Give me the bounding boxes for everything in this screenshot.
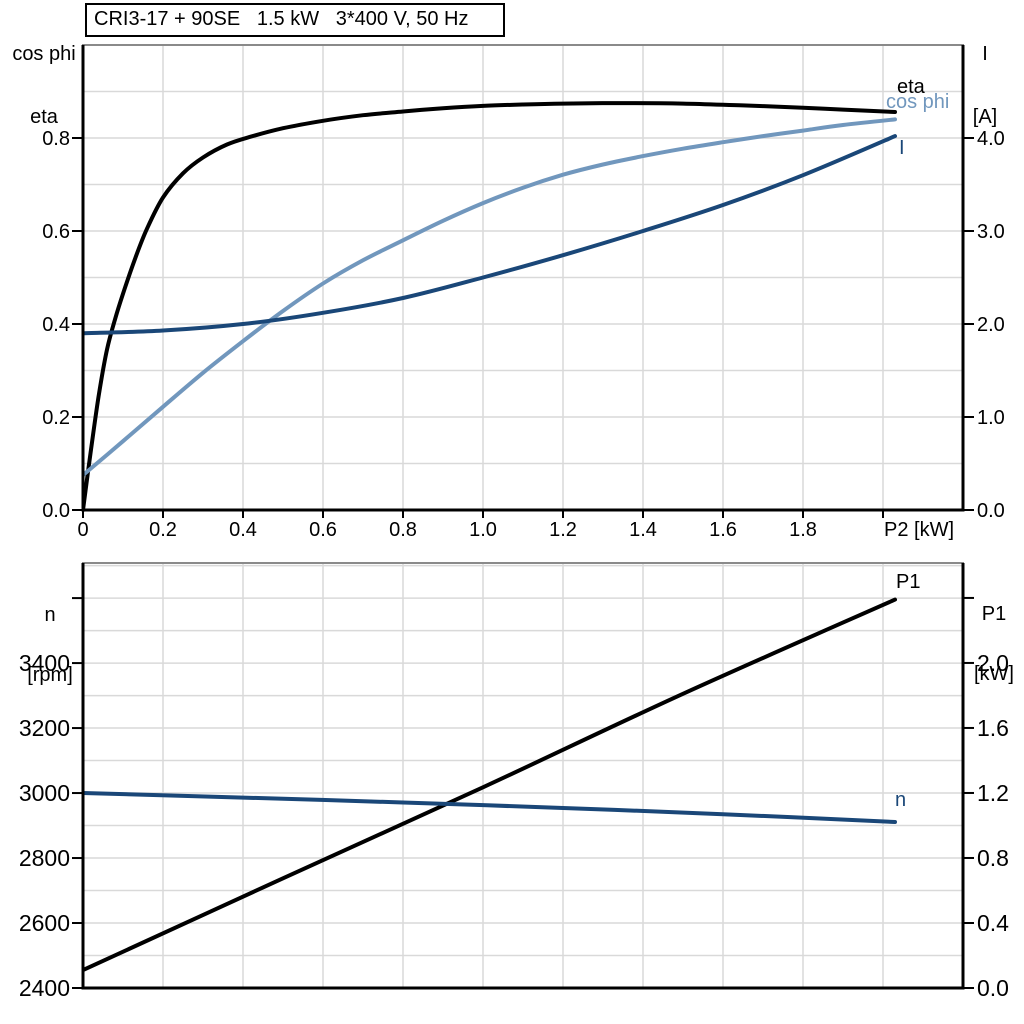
y-right-tick-label: 1.6 — [977, 715, 1009, 741]
x-axis-unit-label: P2 [kW] — [884, 519, 954, 541]
current-curve-label: I — [899, 137, 905, 159]
x-tick-label: 1.0 — [469, 519, 497, 541]
y-left-tick-label: 3400 — [19, 650, 70, 676]
electrical-characteristics-chart: 0.0 0.2 0.4 0.6 0.8 0.0 1.0 2.0 3.0 4.0 0 0.2 0.4 0.6… — [42, 44, 1005, 541]
bottom-chart-left-axis-title: n [rpm] — [6, 565, 94, 725]
y-right-tick-label: 2.0 — [977, 650, 1009, 676]
y-left-tick-label: 3200 — [19, 715, 70, 741]
n-curve-label: n — [895, 789, 907, 811]
y-left-tick-label: 0.2 — [42, 407, 70, 429]
y-left-tick-label: 3000 — [19, 780, 70, 806]
y-right-tick-label: 4.0 — [977, 128, 1005, 150]
x-tick-label: 1.2 — [549, 519, 577, 541]
cos-phi-curve-label: cos phi — [886, 91, 950, 113]
y-left-tick-label: 0.4 — [42, 314, 70, 336]
electrical-characteristics-frame — [81, 44, 965, 512]
y-left-tick-label: 0.8 — [42, 128, 70, 150]
electrical-characteristics-tick-labels: 0.0 0.2 0.4 0.6 0.8 0.0 1.0 2.0 3.0 4.0 0 0.2 0.4 0.6… — [42, 128, 1005, 541]
axis-title-line: [A] — [972, 106, 998, 128]
y-right-tick-label: 1.2 — [977, 780, 1009, 806]
y-left-tick-label: 0.6 — [42, 221, 70, 243]
top-chart-left-axis-title: cos phi eta — [0, 2, 88, 170]
y-right-tick-label: 3.0 — [977, 221, 1005, 243]
y-right-tick-label: 1.0 — [977, 407, 1005, 429]
axis-title-line: eta — [30, 106, 58, 128]
eta-curve — [83, 101, 897, 512]
y-right-tick-label: 0.0 — [977, 975, 1009, 1001]
x-tick-label: 0.4 — [229, 519, 257, 541]
axis-title-line: I — [982, 43, 988, 65]
speed-and-input-power-chart: 2400 2600 2800 3000 3200 3400 0.0 0.4 0.8 1.2 1.6 2… — [19, 562, 1009, 1001]
axis-title-line: [rpm] — [27, 664, 73, 686]
chart-title-box: CRI3-17 + 90SE 1.5 kW 3*400 V, 50 Hz — [85, 3, 505, 37]
eta-curve-label: eta — [897, 76, 925, 98]
x-tick-label: 0 — [77, 519, 88, 541]
y-right-tick-label: 2.0 — [977, 314, 1005, 336]
x-tick-label: 1.6 — [709, 519, 737, 541]
x-tick-label: 1.8 — [789, 519, 817, 541]
p1-curve — [83, 597, 897, 973]
speed-and-input-power-gridlines — [83, 563, 963, 988]
top-chart-right-axis-title: I [A] — [950, 2, 1020, 170]
axis-title-line: P1 — [981, 603, 1007, 625]
axis-title-line: cos phi — [12, 43, 76, 65]
speed-and-input-power-ticks — [72, 596, 974, 989]
y-right-tick-label: 0.4 — [977, 910, 1009, 936]
x-tick-label: 0.2 — [149, 519, 177, 541]
y-left-tick-label: 2600 — [19, 910, 70, 936]
y-right-tick-label: 0.0 — [977, 500, 1005, 522]
y-left-tick-label: 0.0 — [42, 500, 70, 522]
cos-phi-curve — [83, 117, 897, 478]
speed-and-input-power-tick-labels: 2400 2600 2800 3000 3200 3400 0.0 0.4 0.8 1.2 1.6 2… — [19, 650, 1009, 1001]
x-tick-label: 0.6 — [309, 519, 337, 541]
x-tick-label: 1.4 — [629, 519, 657, 541]
x-tick-label: 0.8 — [389, 519, 417, 541]
bottom-chart-right-axis-title: P1 [kW] — [959, 564, 1024, 724]
n-curve — [83, 791, 897, 824]
speed-and-input-power-series — [83, 597, 897, 973]
axis-title-line: [kW] — [974, 663, 1014, 685]
y-right-tick-label: 0.8 — [977, 845, 1009, 871]
p1-curve-label: P1 — [896, 571, 921, 593]
axis-title-line: n — [44, 604, 56, 626]
electrical-characteristics-gridlines — [83, 45, 963, 510]
electrical-characteristics-ticks — [72, 137, 974, 518]
speed-and-input-power-frame — [81, 562, 965, 990]
y-left-tick-label: 2400 — [19, 975, 70, 1001]
electrical-characteristics-series — [83, 101, 897, 512]
y-left-tick-label: 2800 — [19, 845, 70, 871]
i-curve — [83, 134, 897, 336]
